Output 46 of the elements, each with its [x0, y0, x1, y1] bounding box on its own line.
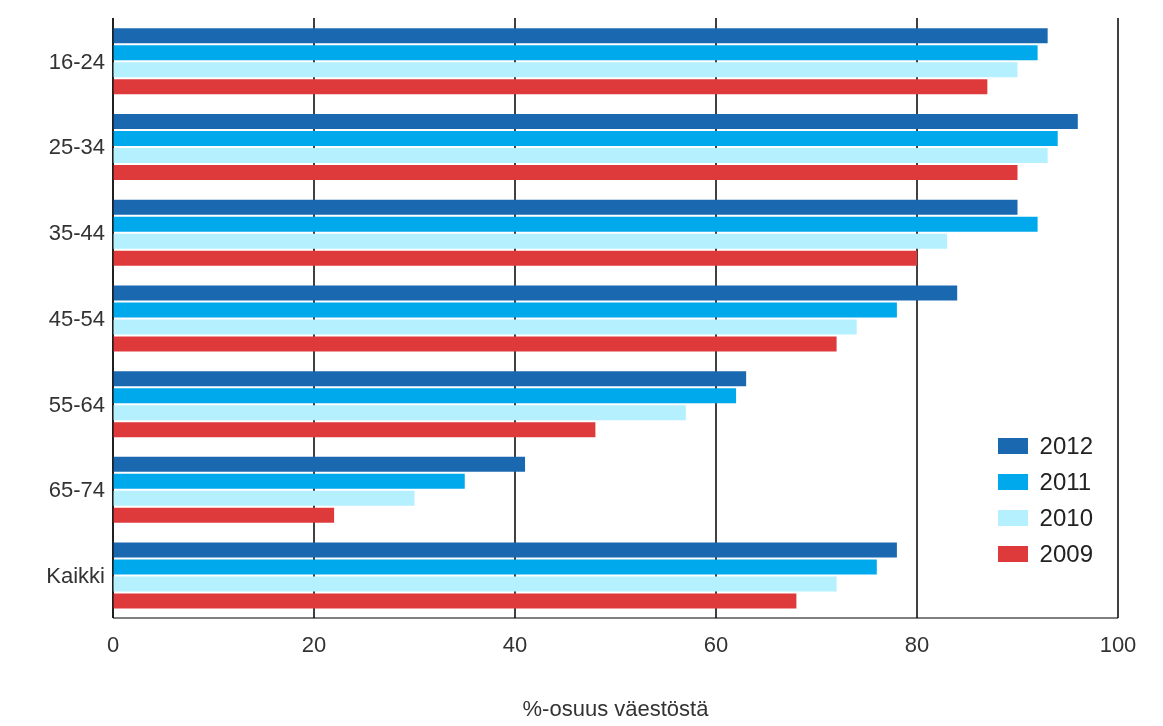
y-tick-label: 16-24: [48, 48, 105, 74]
bar: [113, 285, 958, 301]
bar: [113, 319, 857, 335]
bar: [113, 79, 988, 95]
bar: [113, 336, 837, 352]
x-tick-label: 40: [502, 631, 528, 657]
bar: [113, 593, 797, 609]
bar: [113, 302, 897, 318]
y-tick-label: 25-34: [48, 134, 105, 160]
legend-label: 2011: [1039, 468, 1092, 496]
bar: [113, 473, 465, 489]
y-tick-label: 55-64: [48, 391, 105, 417]
bar: [113, 388, 737, 404]
bar: [113, 216, 1038, 232]
x-axis-title: %-osuus väestöstä: [522, 696, 710, 721]
legend-label: 2010: [1039, 504, 1093, 532]
bar: [113, 199, 1018, 215]
x-tick-label: 100: [1099, 631, 1137, 657]
bar: [113, 148, 1048, 163]
bar: [113, 233, 948, 249]
bar: [113, 131, 1058, 146]
bar: [113, 371, 747, 387]
bar: [113, 405, 686, 421]
bar: [113, 422, 596, 438]
bar: [113, 559, 877, 575]
bar: [113, 576, 837, 592]
bar: [113, 456, 526, 472]
y-tick-label: 65-74: [48, 477, 105, 503]
bar: [113, 62, 1018, 78]
x-tick-label: 80: [904, 631, 930, 657]
bar: [113, 490, 415, 506]
y-tick-label: Kaikki: [46, 562, 105, 588]
y-tick-label: 35-44: [48, 220, 105, 246]
bar: [113, 542, 897, 558]
bar: [113, 114, 1078, 129]
x-tick-label: 20: [301, 631, 327, 657]
bar: [113, 45, 1038, 61]
legend-label: 2009: [1039, 540, 1093, 568]
bar: [113, 507, 335, 523]
bar: [113, 250, 917, 266]
x-tick-label: 60: [703, 631, 729, 657]
bar: [113, 28, 1048, 44]
x-tick-label: 0: [106, 631, 120, 657]
bar: [113, 165, 1018, 180]
y-tick-label: 45-54: [48, 305, 105, 331]
legend-label: 2012: [1039, 432, 1093, 460]
